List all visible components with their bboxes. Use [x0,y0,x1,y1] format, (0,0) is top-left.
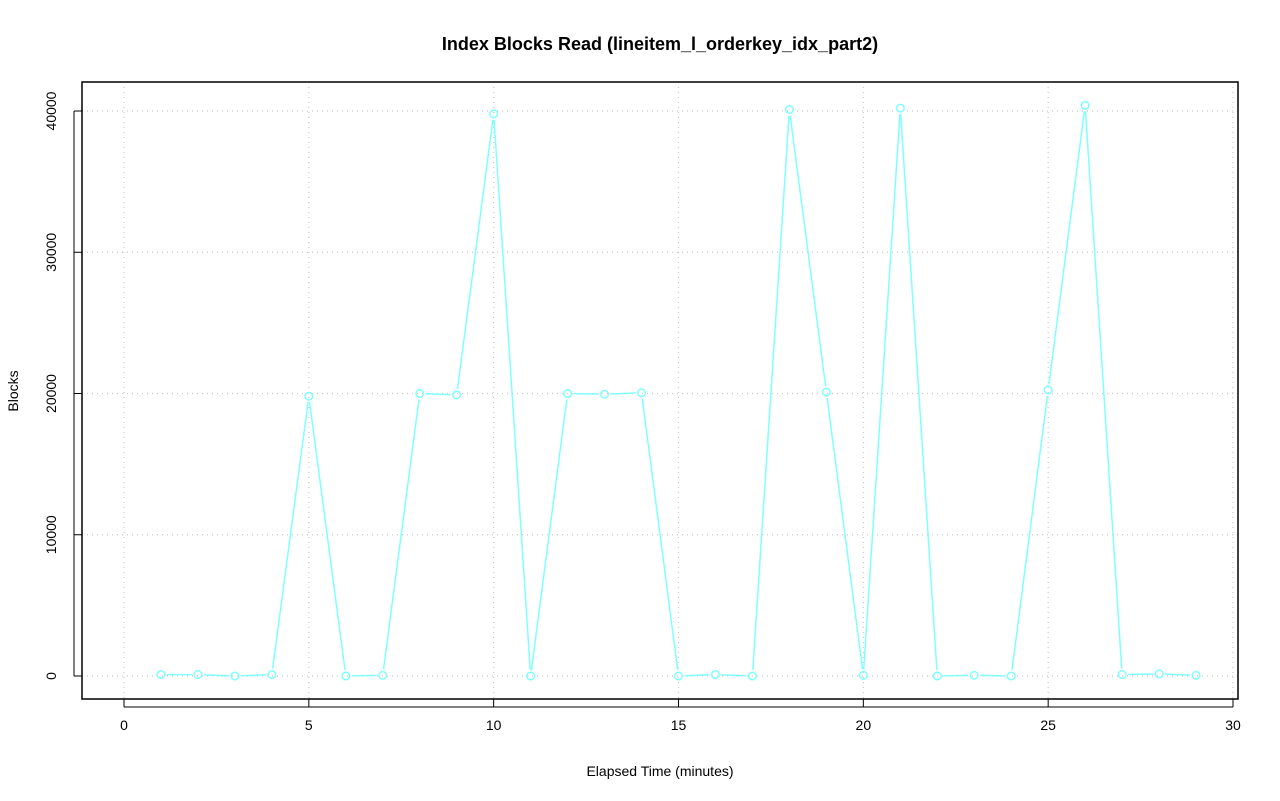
y-tick-label: 10000 [43,515,59,554]
y-tick-label: 20000 [43,374,59,413]
x-tick-label: 25 [1040,717,1056,733]
series-segment [1048,111,1086,385]
data-point [747,671,757,681]
series-segment [641,398,679,671]
data-point [710,670,721,680]
series-segment [382,399,420,670]
data-point [193,670,203,680]
series-segment [1084,111,1123,669]
series-segment [684,674,710,677]
grid [82,82,1238,699]
y-axis: 0 10000 20000 30000 40000 [43,91,82,680]
data-point [415,388,425,399]
data-point [636,388,647,398]
x-tick-label: 30 [1225,717,1241,733]
data-point [1080,100,1090,110]
x-tick-label: 20 [856,717,872,733]
x-axis: 0 5 10 15 20 25 30 [120,699,1241,733]
chart-title: Index Blocks Read (lineitem_l_orderkey_i… [442,34,878,54]
series-segment [530,399,568,671]
data-point [673,671,684,681]
plot-area [81,81,1239,700]
series-segment [752,115,790,671]
x-axis-label: Elapsed Time (minutes) [586,763,733,779]
series-segment [456,119,494,390]
data-point [858,670,868,680]
data-point [341,671,351,681]
series-segment [1011,395,1049,671]
series-segment [721,674,747,677]
data-point [932,671,942,681]
data-point [230,671,240,681]
data-point [304,391,314,401]
x-tick-label: 10 [486,717,502,733]
series-segment [610,392,636,395]
data-point [452,390,462,400]
y-tick-label: 0 [43,672,59,680]
data-point [969,670,979,680]
data-point [563,388,573,399]
data-point [784,105,794,115]
data-point [1154,669,1164,679]
data-point [895,103,905,113]
series-segment [1165,673,1191,676]
series-segment [203,674,229,677]
x-tick-label: 0 [120,717,128,733]
data-point [267,670,277,680]
data-point [1043,385,1053,395]
y-axis-label: Blocks [5,370,21,411]
series-segment [826,397,864,670]
series [156,100,1201,681]
y-tick-label: 30000 [43,233,59,272]
data-point [1191,670,1201,680]
data-point [489,109,499,119]
series-segment [899,114,938,671]
data-point [1006,671,1016,681]
series-segment [308,402,346,671]
x-tick-label: 5 [305,717,313,733]
data-point [378,670,388,680]
series-segment [493,119,531,671]
y-tick-label: 40000 [43,91,59,130]
data-point [1117,670,1127,680]
series-segment [862,114,901,670]
series-segment [271,402,309,669]
series-segment [425,392,451,396]
data-point [821,387,831,397]
series-segment [789,115,827,387]
data-point [156,670,166,680]
data-point [600,389,610,399]
series-segment [240,674,266,677]
x-tick-label: 15 [671,717,687,733]
data-point [526,671,536,681]
